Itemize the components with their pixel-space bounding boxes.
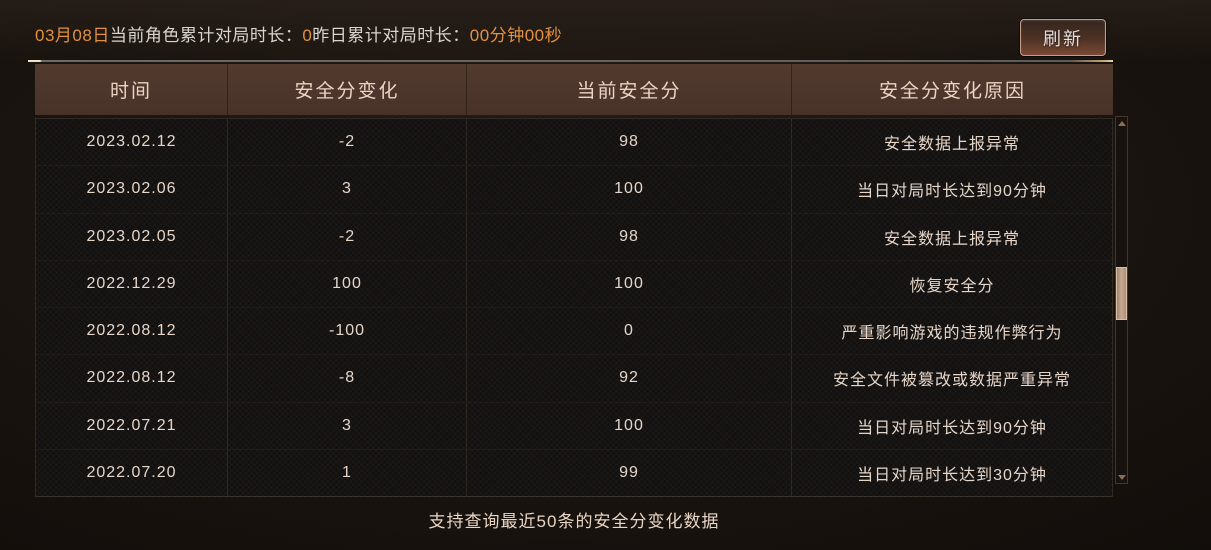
table-row: 2022.12.29 100 100 恢复安全分 xyxy=(36,260,1112,308)
table-cell: 3 xyxy=(228,402,467,449)
table-cell: 2022.12.29 xyxy=(36,260,228,307)
scrollbar-thumb[interactable] xyxy=(1116,267,1127,320)
table-cell: 当日对局时长达到90分钟 xyxy=(857,183,1047,201)
table-header-row: 时间 安全分变化 当前安全分 安全分变化原因 xyxy=(35,64,1113,115)
table-cell: 恢复安全分 xyxy=(909,277,995,295)
table-cell: 100 xyxy=(467,402,792,449)
header-time: 时间 xyxy=(35,64,228,115)
table-cell: 100 xyxy=(467,260,792,307)
table-cell: 98 xyxy=(467,119,792,166)
table-cell: -2 xyxy=(228,213,467,260)
header-change-reason: 安全分变化原因 xyxy=(878,81,1026,102)
table-cell: 0 xyxy=(467,308,792,355)
table-cell: 92 xyxy=(467,355,792,402)
table-cell: 2022.08.12 xyxy=(36,355,228,402)
topbar: 03月08日当前角色累计对局时长：0昨日累计对局时长：00分钟00秒 刷新 xyxy=(0,0,1211,60)
scrollbar-down-button[interactable] xyxy=(1116,471,1127,483)
table-row: 2023.02.06 3 100 当日对局时长达到90分钟 xyxy=(36,166,1112,214)
table-row: 2022.07.21 3 100 当日对局时长达到90分钟 xyxy=(36,402,1112,450)
table-row: 2022.08.12 -100 0 严重影响游戏的违规作弊行为 xyxy=(36,308,1112,356)
table-cell: 2022.07.21 xyxy=(36,402,228,449)
table-cell: 100 xyxy=(228,260,467,307)
table-cell: 2023.02.06 xyxy=(36,166,228,213)
table-cell: 严重影响游戏的违规作弊行为 xyxy=(841,325,1063,343)
refresh-button[interactable]: 刷新 xyxy=(1020,19,1106,56)
playtime-segment: 昨日累计对局时长： xyxy=(312,26,470,45)
table-cell: -100 xyxy=(228,308,467,355)
header-current-score: 当前安全分 xyxy=(467,64,792,115)
table-cell: 当日对局时长达到90分钟 xyxy=(857,419,1047,437)
table-cell: 1 xyxy=(228,449,467,496)
separator-line xyxy=(28,60,1113,62)
table-row: 2022.07.20 1 99 当日对局时长达到30分钟 xyxy=(36,449,1112,496)
triangle-down-icon xyxy=(1117,474,1126,480)
playtime-segment: 00分钟00秒 xyxy=(469,26,563,45)
table-cell: 2023.02.12 xyxy=(36,119,228,166)
table-cell: 3 xyxy=(228,166,467,213)
table-row: 2023.02.05 -2 98 安全数据上报异常 xyxy=(36,213,1112,261)
table-row: 2023.02.12 -2 98 安全数据上报异常 xyxy=(36,119,1112,167)
playtime-summary: 03月08日当前角色累计对局时长：0昨日累计对局时长：00分钟00秒 xyxy=(35,21,562,46)
header-score-change: 安全分变化 xyxy=(228,64,467,115)
table-row: 2022.08.12 -8 92 安全文件被篡改或数据严重异常 xyxy=(36,355,1112,403)
table-cell: 2022.08.12 xyxy=(36,308,228,355)
table-cell: 98 xyxy=(467,213,792,260)
table-cell: 当日对局时长达到30分钟 xyxy=(857,466,1047,484)
table-cell: 安全数据上报异常 xyxy=(883,230,1020,248)
table-cell: 安全数据上报异常 xyxy=(883,136,1020,154)
scrollbar[interactable] xyxy=(1115,116,1128,484)
triangle-up-icon xyxy=(1117,120,1126,126)
security-score-table: 时间 安全分变化 当前安全分 安全分变化原因 2023.02.12 -2 98 安全数… xyxy=(35,64,1113,497)
table-cell: 安全文件被篡改或数据严重异常 xyxy=(832,372,1071,390)
table-cell: -2 xyxy=(228,119,467,166)
table-cell: -8 xyxy=(228,355,467,402)
table-cell: 99 xyxy=(467,449,792,496)
playtime-segment: 当前角色累计对局时长： xyxy=(109,26,303,45)
table-cell: 2022.07.20 xyxy=(36,449,228,496)
scrollbar-up-button[interactable] xyxy=(1116,117,1127,129)
table-cell: 2023.02.05 xyxy=(36,213,228,260)
playtime-segment: 0 xyxy=(302,26,313,45)
table-cell: 100 xyxy=(467,166,792,213)
footer-note: 支持查询最近50条的安全分变化数据 xyxy=(428,512,720,531)
playtime-segment: 03月08日 xyxy=(35,26,110,45)
table-body: 2023.02.12 -2 98 安全数据上报异常 2023.02.06 3 100 当日对局… xyxy=(35,118,1113,497)
